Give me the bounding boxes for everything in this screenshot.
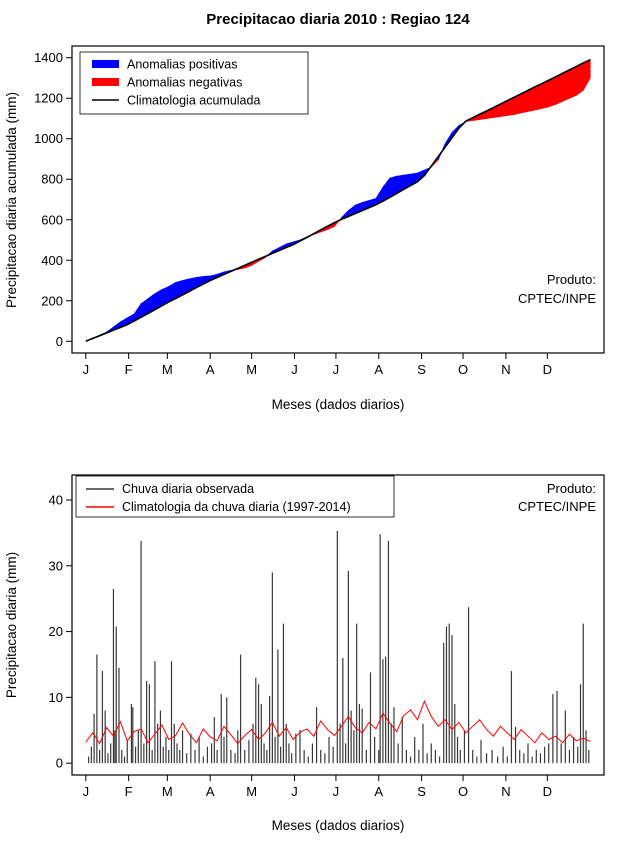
anomaly-band-segment xyxy=(548,76,557,108)
month-tick-label: F xyxy=(125,362,133,377)
month-tick-label: A xyxy=(374,362,383,377)
climatology-accumulated-line xyxy=(85,59,591,342)
cumulative-precipitation-chart: Precipitacao diaria 2010 : Regiao 124 Pr… xyxy=(4,11,605,412)
positive-anomaly-swatch xyxy=(92,60,119,68)
legend-label-positive: Anomalias positivas xyxy=(127,58,237,72)
month-tick-label: F xyxy=(125,784,133,799)
month-tick-label: D xyxy=(543,784,552,799)
y-tick-label: 200 xyxy=(41,293,63,308)
y-tick-label: 800 xyxy=(41,172,63,187)
produto-annotation: Produto: CPTEC/INPE xyxy=(518,481,596,514)
y-tick-label: 1400 xyxy=(34,50,63,65)
month-tick-label: M xyxy=(246,362,257,377)
y-tick-label: 30 xyxy=(49,558,63,573)
month-tick-label: M xyxy=(162,784,173,799)
anomaly-band-segment xyxy=(582,59,591,92)
produto-annotation: Produto: CPTEC/INPE xyxy=(518,272,596,306)
legend-box xyxy=(75,475,395,518)
plot-box xyxy=(71,45,605,354)
month-tick-label: J xyxy=(291,784,298,799)
y-tick-label: 10 xyxy=(49,690,63,705)
chart2-legend: Chuva diaria observada Climatologia da c… xyxy=(75,475,395,518)
month-tick-label: N xyxy=(501,784,510,799)
month-tick-label: S xyxy=(417,784,426,799)
produto-line1: Produto: xyxy=(547,272,596,287)
anomaly-band-segment xyxy=(575,62,584,96)
month-tick-label: J xyxy=(83,784,90,799)
y-tick-label: 600 xyxy=(41,212,63,227)
chart-title: Precipitacao diaria 2010 : Regiao 124 xyxy=(206,11,470,28)
month-tick-label: J xyxy=(291,362,298,377)
month-tick-label: A xyxy=(206,362,215,377)
plot-box xyxy=(71,474,605,776)
month-tick-label: M xyxy=(162,362,173,377)
produto-line1: Produto: xyxy=(547,481,596,496)
anomaly-band-segment xyxy=(555,72,563,105)
anomaly-band-segment xyxy=(541,79,550,109)
anomaly-band-segment xyxy=(569,65,577,99)
month-tick-label: M xyxy=(246,784,257,799)
chart1-legend: Anomalias positivas Anomalias negativas … xyxy=(79,51,309,115)
legend-label-negative: Anomalias negativas xyxy=(127,76,242,90)
month-tick-label: J xyxy=(333,362,340,377)
month-tick-label: A xyxy=(374,784,383,799)
anomaly-band-segment xyxy=(562,69,570,102)
daily-precipitation-chart: Precipitacao diaria (mm) Meses (dados di… xyxy=(4,474,605,833)
y-axis-label: Precipitacao diaria (mm) xyxy=(4,552,19,698)
month-tick-label: J xyxy=(83,362,90,377)
y-tick-label: 1000 xyxy=(34,131,63,146)
y-tick-label: 0 xyxy=(56,756,63,771)
y-tick-label: 400 xyxy=(41,253,63,268)
legend-label-observed: Chuva diaria observada xyxy=(122,482,254,496)
daily-climatology-line xyxy=(85,700,591,745)
x-axis-label: Meses (dados diarios) xyxy=(272,818,405,833)
month-tick-label: J xyxy=(333,784,340,799)
produto-line2: CPTEC/INPE xyxy=(518,291,596,306)
y-axis-label: Precipitacao diaria acumulada (mm) xyxy=(4,92,19,308)
negative-anomaly-swatch xyxy=(92,78,119,86)
y-tick-label: 0 xyxy=(56,334,63,349)
y-tick-label: 20 xyxy=(49,624,63,639)
month-tick-label: N xyxy=(501,362,510,377)
month-tick-label: S xyxy=(417,362,426,377)
plot-area: 0 10 20 30 40 J F M A M J J A S O N D xyxy=(49,474,605,799)
x-axis-label: Meses (dados diarios) xyxy=(272,397,405,412)
legend-label-daily-climatology: Climatologia da chuva diaria (1997-2014) xyxy=(122,500,351,514)
plot-area: 0 200 400 600 800 1000 1200 1400 J F M A M J J A S O N D xyxy=(34,45,605,377)
month-tick-label: A xyxy=(206,784,215,799)
month-tick-label: O xyxy=(458,784,468,799)
legend-label-climatology: Climatologia acumulada xyxy=(127,94,260,108)
month-tick-label: D xyxy=(543,362,552,377)
produto-line2: CPTEC/INPE xyxy=(518,499,596,514)
month-tick-label: O xyxy=(458,362,468,377)
anomaly-band-segment xyxy=(534,83,543,111)
y-tick-label: 40 xyxy=(49,493,63,508)
y-tick-label: 1200 xyxy=(34,91,63,106)
